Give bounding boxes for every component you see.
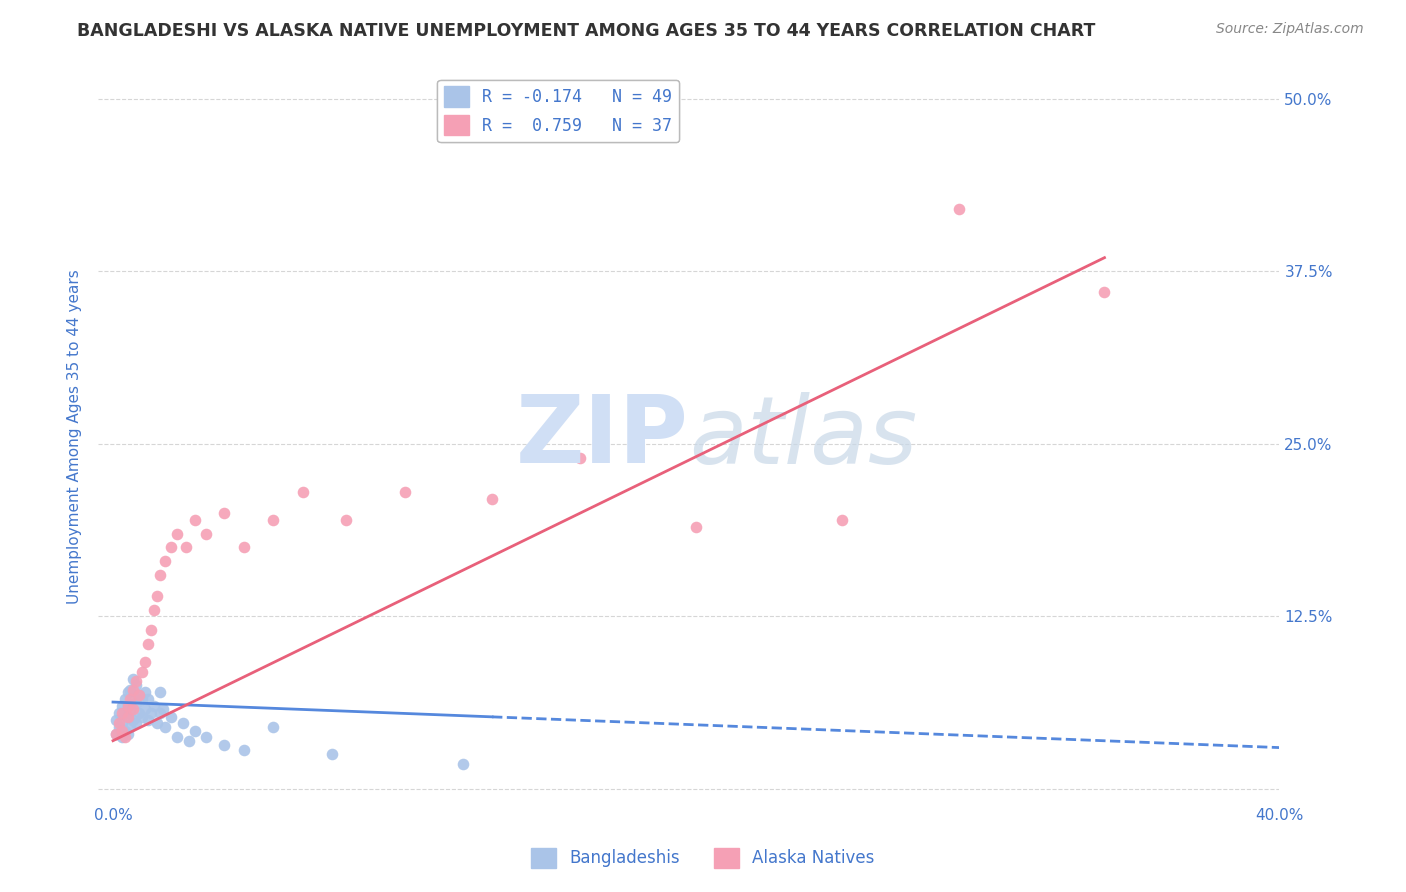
Point	[108, 706, 131, 720]
Point	[335, 513, 357, 527]
Point	[149, 568, 172, 582]
Point	[142, 602, 165, 616]
Point	[145, 589, 167, 603]
Point	[155, 554, 177, 568]
Point	[481, 492, 503, 507]
Point	[195, 730, 218, 744]
Point	[183, 724, 205, 739]
Point	[321, 747, 343, 762]
Point	[122, 713, 145, 727]
Point	[120, 682, 142, 697]
Point	[125, 715, 148, 730]
Point	[104, 713, 127, 727]
Point	[111, 715, 134, 730]
Point	[136, 713, 159, 727]
Point	[262, 720, 284, 734]
Point	[195, 526, 218, 541]
Point	[120, 720, 142, 734]
Text: atlas: atlas	[689, 392, 917, 483]
Point	[104, 727, 127, 741]
Point	[142, 699, 165, 714]
Point	[120, 692, 142, 706]
Point	[155, 720, 177, 734]
Point	[139, 624, 162, 638]
Point	[1094, 285, 1116, 300]
Point	[114, 730, 136, 744]
Point	[125, 674, 148, 689]
Point	[117, 710, 139, 724]
Point	[122, 692, 145, 706]
Point	[104, 727, 127, 741]
Point	[831, 513, 853, 527]
Point	[568, 450, 591, 465]
Text: ZIP: ZIP	[516, 391, 689, 483]
Point	[134, 655, 156, 669]
Point	[160, 710, 183, 724]
Point	[174, 541, 197, 555]
Point	[394, 485, 416, 500]
Point	[114, 692, 136, 706]
Point	[152, 702, 174, 716]
Point	[131, 665, 153, 679]
Point	[233, 743, 256, 757]
Point	[139, 706, 162, 720]
Point	[131, 710, 153, 724]
Point	[685, 520, 707, 534]
Point	[134, 702, 156, 716]
Point	[117, 710, 139, 724]
Point	[212, 506, 235, 520]
Point	[262, 513, 284, 527]
Point	[136, 637, 159, 651]
Legend: R = -0.174   N = 49, R =  0.759   N = 37: R = -0.174 N = 49, R = 0.759 N = 37	[437, 79, 679, 142]
Point	[117, 685, 139, 699]
Point	[166, 526, 188, 541]
Point	[117, 699, 139, 714]
Point	[136, 692, 159, 706]
Point	[122, 672, 145, 686]
Point	[131, 692, 153, 706]
Point	[212, 738, 235, 752]
Point	[117, 699, 139, 714]
Point	[149, 706, 172, 720]
Point	[114, 724, 136, 739]
Point	[128, 688, 150, 702]
Point	[291, 485, 314, 500]
Point	[111, 706, 134, 720]
Point	[128, 706, 150, 720]
Point	[114, 706, 136, 720]
Point	[177, 733, 200, 747]
Point	[125, 678, 148, 692]
Point	[149, 685, 172, 699]
Point	[145, 715, 167, 730]
Point	[166, 730, 188, 744]
Point	[122, 702, 145, 716]
Point	[160, 541, 183, 555]
Point	[233, 541, 256, 555]
Text: Source: ZipAtlas.com: Source: ZipAtlas.com	[1216, 22, 1364, 37]
Legend: Bangladeshis, Alaska Natives: Bangladeshis, Alaska Natives	[524, 841, 882, 875]
Point	[128, 688, 150, 702]
Point	[111, 730, 134, 744]
Point	[134, 685, 156, 699]
Point	[172, 715, 194, 730]
Text: BANGLADESHI VS ALASKA NATIVE UNEMPLOYMENT AMONG AGES 35 TO 44 YEARS CORRELATION : BANGLADESHI VS ALASKA NATIVE UNEMPLOYMEN…	[77, 22, 1095, 40]
Point	[111, 699, 134, 714]
Point	[108, 715, 131, 730]
Point	[125, 697, 148, 711]
Point	[111, 724, 134, 739]
Point	[183, 513, 205, 527]
Point	[122, 682, 145, 697]
Point	[948, 202, 970, 217]
Point	[117, 727, 139, 741]
Y-axis label: Unemployment Among Ages 35 to 44 years: Unemployment Among Ages 35 to 44 years	[67, 269, 83, 605]
Point	[120, 702, 142, 716]
Point	[451, 757, 474, 772]
Point	[108, 720, 131, 734]
